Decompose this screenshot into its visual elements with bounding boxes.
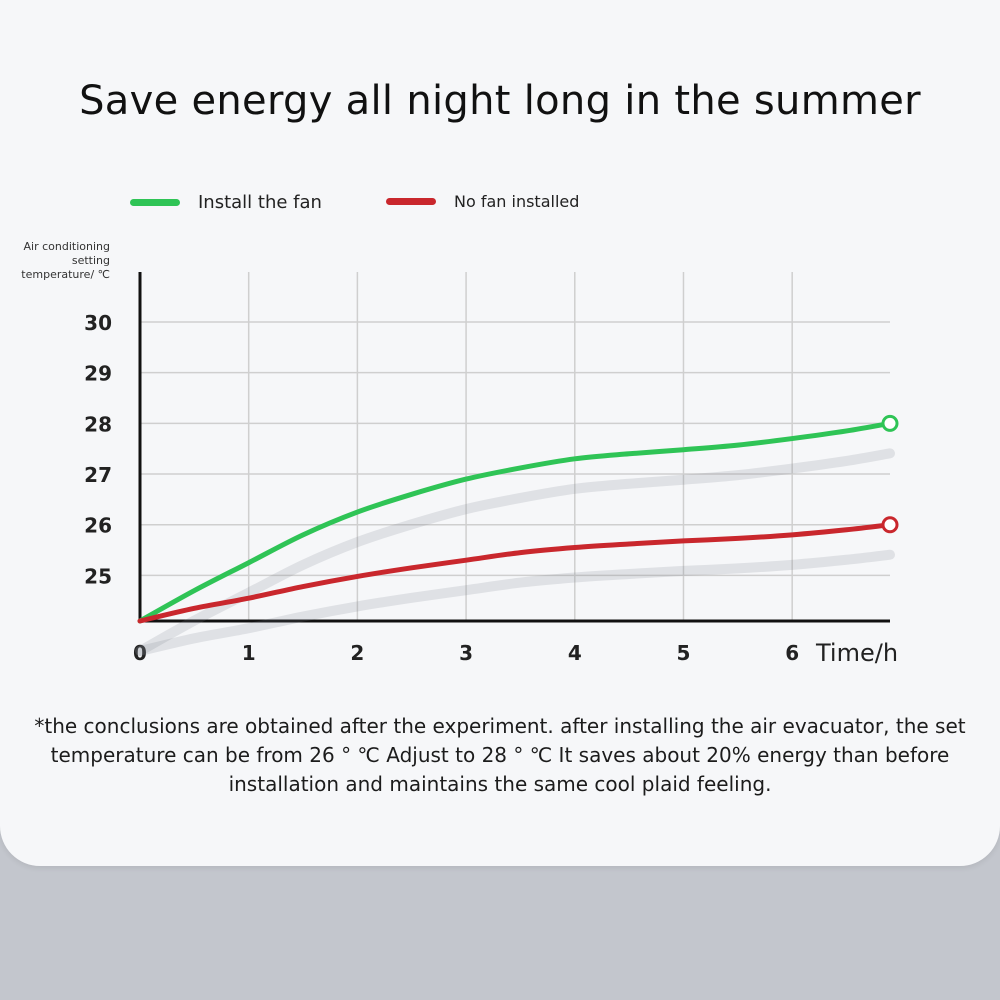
series-line-install-fan [137, 420, 893, 624]
footnote-text: *the conclusions are obtained after the … [34, 714, 966, 796]
legend-label-no-fan: No fan installed [454, 192, 580, 211]
line-chart: 30 29 28 27 26 25 0 1 2 3 4 5 6 Time/h [84, 272, 899, 667]
series-shadow [135, 549, 895, 656]
y-tick-label: 25 [84, 564, 112, 588]
x-tick-label: 0 [133, 641, 147, 665]
series-shadow [135, 448, 895, 656]
legend-swatch-red [386, 198, 436, 205]
legend-item-install-fan: Install the fan [130, 192, 322, 213]
x-tick-label: 3 [459, 641, 473, 665]
y-tick-label: 27 [84, 463, 112, 487]
chart-title: Save energy all night long in the summer [79, 78, 921, 124]
x-tick-label: 1 [242, 641, 256, 665]
y-tick-label: 30 [84, 311, 112, 335]
y-tick-label: 26 [84, 514, 112, 538]
legend-swatch-green [130, 199, 180, 206]
legend-item-no-fan: No fan installed [386, 192, 579, 211]
series-line-no-fan [137, 522, 893, 624]
legend-label-install-fan: Install the fan [198, 192, 322, 213]
x-tick-label: 6 [785, 641, 799, 665]
x-axis-label: Time/h [815, 639, 898, 667]
x-tick-label: 4 [568, 641, 582, 665]
x-tick-label: 2 [350, 641, 364, 665]
y-tick-label: 29 [84, 362, 112, 386]
content-card: Save energy all night long in the summer… [0, 0, 1000, 866]
end-marker-no-fan [881, 516, 899, 534]
y-axis-label: Air conditioning setting temperature/ ℃ [21, 240, 110, 281]
x-tick-label: 5 [677, 641, 691, 665]
y-tick-label: 28 [84, 412, 112, 436]
end-marker-install-fan [881, 414, 899, 432]
